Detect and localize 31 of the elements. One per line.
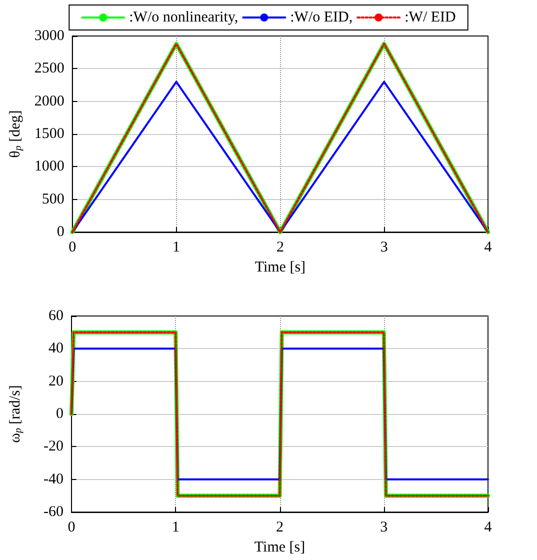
x-tick-label: 1: [172, 520, 180, 536]
y-tick-label: -60: [44, 504, 64, 520]
x-tick-label: 0: [68, 240, 76, 256]
x-tick-label: 3: [380, 520, 388, 536]
legend-label: :W/o EID,: [290, 10, 353, 26]
x-tick-label: 1: [172, 240, 180, 256]
y-tick-label: 3000: [34, 28, 64, 44]
y-tick-label: 2000: [34, 93, 64, 110]
x-tick-label: 4: [484, 240, 492, 256]
y-tick-label: -40: [44, 471, 64, 488]
x-tick-label: 0: [68, 520, 76, 536]
y-tick-label: 40: [48, 340, 64, 357]
y-tick-label: -20: [44, 438, 64, 455]
y-axis-title: θp [deg]: [8, 110, 24, 158]
y-tick-label: 0: [56, 406, 64, 422]
y-axis-title: ωp [rad/s]: [8, 385, 24, 443]
x-axis-title: Time [s]: [254, 540, 306, 556]
legend-label: :W/ EID: [404, 10, 456, 26]
x-tick-label: 3: [380, 240, 388, 256]
x-tick-label: 2: [276, 520, 284, 536]
x-axis-title: Time [s]: [254, 260, 306, 276]
y-tick-label: 2500: [34, 60, 64, 77]
y-tick-label: 0: [56, 224, 64, 240]
y-tick-label: 20: [48, 373, 64, 390]
y-tick-label: 1000: [34, 158, 64, 175]
y-tick-label: 1500: [34, 126, 64, 142]
legend-label: :W/o nonlinearity,: [129, 10, 238, 26]
y-tick-label: 500: [42, 191, 64, 208]
x-tick-label: 2: [276, 240, 284, 256]
x-tick-label: 4: [484, 520, 492, 536]
y-tick-label: 60: [48, 308, 64, 324]
